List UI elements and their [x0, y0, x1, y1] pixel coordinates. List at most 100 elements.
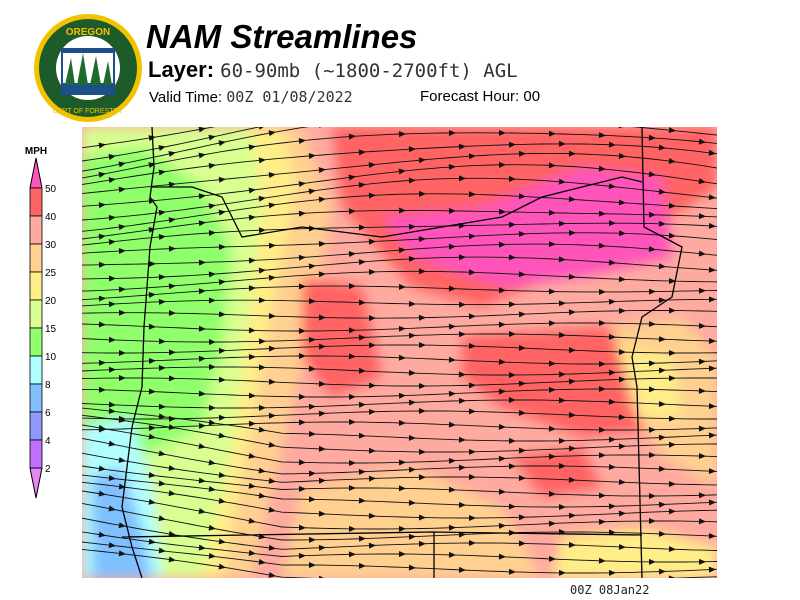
streamline-arrow [368, 342, 376, 349]
streamline-arrow [248, 550, 256, 556]
streamline-arrow [448, 164, 456, 171]
streamline-arrow [348, 133, 356, 140]
streamline-map [82, 127, 717, 578]
streamline-arrow [108, 505, 116, 512]
streamline-arrow [318, 167, 326, 174]
streamline-arrow [118, 186, 126, 193]
streamline [82, 481, 717, 519]
streamline-arrow [398, 168, 406, 175]
streamline-arrow [98, 386, 106, 393]
streamline-arrow [618, 230, 626, 237]
streamline-arrow [448, 486, 456, 493]
streamline-arrow [398, 354, 406, 361]
streamline-arrow [648, 246, 656, 252]
streamline-arrow [268, 274, 276, 281]
streamline-arrow [408, 564, 416, 571]
streamline-arrow [668, 158, 676, 164]
streamline-arrow [608, 259, 616, 266]
layer-value: 60-90mb (~1800-2700ft) AGL [220, 60, 518, 82]
streamline-arrow [148, 425, 156, 432]
streamline-arrow [208, 364, 216, 371]
streamline-arrow [108, 401, 116, 408]
streamline-arrow [448, 129, 456, 136]
streamline-arrow [458, 464, 466, 471]
streamline [82, 270, 717, 292]
streamline-arrow [618, 543, 626, 550]
streamline-arrow [698, 518, 706, 525]
streamline-arrow [258, 467, 266, 474]
streamline-arrow [158, 209, 166, 216]
streamline-arrow [448, 323, 456, 330]
streamline-arrow [308, 263, 316, 270]
streamline-arrow [168, 245, 176, 252]
streamline-arrow [518, 311, 526, 318]
streamline-arrow [448, 207, 456, 214]
streamline-arrow [168, 375, 176, 382]
streamline-arrow [248, 517, 256, 524]
streamline-arrow [148, 538, 156, 545]
streamline-arrow [418, 342, 426, 349]
streamline-arrow [368, 408, 376, 415]
streamline-arrow [308, 298, 316, 305]
svg-text:OREGON: OREGON [66, 27, 110, 38]
streamline-arrow [468, 269, 476, 276]
streamline-arrow [708, 403, 716, 410]
streamline-arrow [458, 301, 466, 308]
streamline-arrow [458, 436, 466, 443]
streamline-arrow [648, 386, 656, 393]
streamline-arrow [398, 551, 406, 558]
streamline [82, 344, 717, 354]
streamline-arrow [408, 255, 416, 262]
streamline-arrow [458, 566, 466, 573]
streamline-arrow [298, 353, 306, 360]
layer-label: Layer: [148, 57, 215, 82]
streamline-arrow [548, 360, 556, 367]
streamline-arrow [318, 510, 326, 517]
streamline-arrow [408, 466, 416, 473]
streamline-arrow [508, 503, 516, 510]
streamline-arrow [158, 413, 166, 420]
colorbar-segment [29, 355, 43, 385]
streamline-arrow [548, 425, 556, 432]
streamline-arrow [558, 569, 566, 576]
streamline-arrow [618, 479, 626, 486]
streamline-arrow [98, 424, 106, 431]
streamline-arrow [348, 525, 356, 532]
streamline-arrow [658, 336, 666, 343]
streamline-arrow [548, 490, 556, 497]
streamlines [82, 127, 717, 578]
streamline-arrow [248, 257, 256, 264]
streamline-arrow [458, 143, 466, 150]
streamline-arrow [208, 162, 216, 169]
colorbar-segment [29, 439, 43, 469]
streamline-arrow [248, 420, 256, 427]
streamline-arrow [118, 286, 126, 293]
streamline-arrow [648, 426, 656, 433]
streamline-arrow [298, 328, 306, 335]
streamline-arrow [258, 127, 266, 130]
streamline-arrow [648, 493, 656, 500]
streamline-arrow [218, 347, 226, 354]
streamline-arrow [658, 568, 666, 575]
streamline-arrow [158, 450, 166, 457]
streamline-arrow [248, 214, 256, 221]
streamline-arrow [218, 244, 226, 251]
streamline-arrow [618, 510, 626, 517]
streamline-arrow [368, 382, 376, 389]
streamline-arrow [568, 512, 576, 519]
streamline-arrow [608, 333, 616, 340]
colorbar-segment [29, 243, 43, 273]
streamline-arrow [348, 419, 356, 426]
streamline-arrow [198, 544, 206, 551]
streamline-arrow [498, 241, 506, 248]
streamline-arrow [548, 453, 556, 460]
streamline-arrow [258, 404, 266, 411]
streamline-arrow [518, 514, 526, 521]
streamline-arrow [148, 260, 156, 267]
streamline-arrow [268, 312, 276, 319]
streamline-arrow [148, 498, 156, 505]
streamline-arrow [698, 453, 706, 460]
streamline-arrow [498, 287, 506, 294]
streamline-arrow [618, 199, 626, 206]
streamline-arrow [598, 320, 606, 327]
